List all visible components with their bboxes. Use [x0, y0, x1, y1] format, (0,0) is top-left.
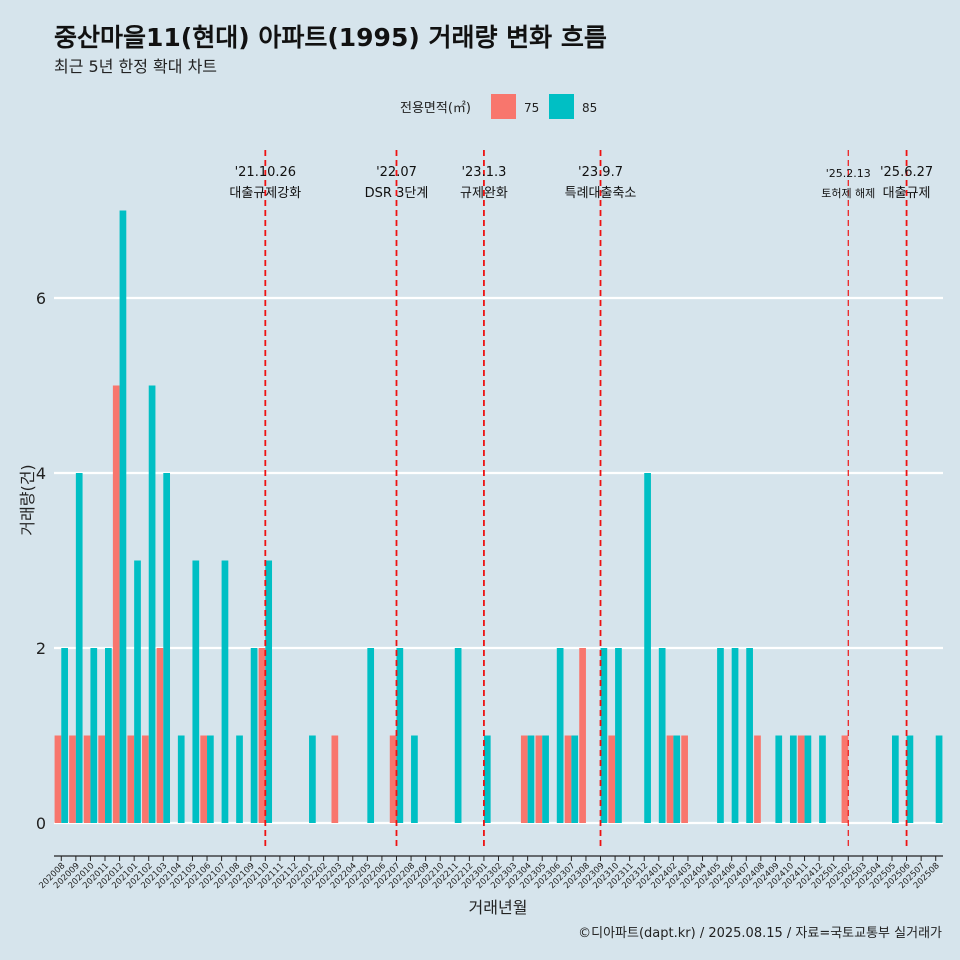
bar-75-202106	[200, 735, 208, 823]
bar-85-202301	[483, 735, 491, 823]
bar-85-202108	[236, 735, 243, 823]
legend-swatch-75	[491, 94, 516, 119]
legend-title: 전용면적(㎡)	[400, 101, 471, 116]
bar-75-202403	[681, 735, 688, 823]
y-tick-label: 4	[36, 464, 46, 483]
bar-85-202106	[207, 735, 214, 823]
event-label: 특례대출축소	[565, 186, 637, 201]
bar-85-202304	[527, 735, 535, 823]
bar-85-202405	[717, 648, 724, 823]
legend-swatch-85	[549, 94, 574, 119]
bar-75-202008	[54, 735, 62, 823]
bar-75-202207	[389, 735, 397, 823]
event-label: 토허제 해제	[821, 186, 875, 200]
bar-75-202110	[258, 648, 266, 823]
bar-75-202310	[608, 735, 616, 823]
legend: 전용면적(㎡) 75 85	[400, 94, 597, 119]
bar-75-202102	[142, 735, 149, 823]
bar-85-202310	[615, 648, 622, 823]
event-date: '22.07	[376, 165, 417, 180]
bar-85-202402	[673, 735, 681, 823]
y-tick-label: 2	[36, 639, 46, 658]
bar-75-202010	[83, 735, 91, 823]
bar-85-202412	[819, 735, 826, 823]
bar-75-202402	[666, 735, 674, 823]
bar-85-202109	[250, 648, 258, 823]
bar-85-202201	[309, 735, 316, 823]
bar-75-202411	[797, 735, 805, 823]
bar-85-202008	[61, 648, 68, 823]
bar-85-202101	[134, 560, 141, 823]
bar-75-202502	[841, 735, 849, 823]
bar-75-202101	[127, 735, 135, 823]
bar-85-202211	[454, 648, 462, 823]
bar-85-202011	[105, 648, 112, 823]
event-label: DSR 3단계	[365, 186, 429, 201]
x-axis-title: 거래년월	[469, 898, 528, 917]
bar-85-202103	[163, 473, 171, 823]
bar-85-202312	[644, 473, 651, 823]
bar-75-202305	[535, 735, 543, 823]
bar-85-202104	[177, 735, 185, 823]
bar-85-202506	[906, 735, 914, 823]
y-axis: 0 2 4 6	[36, 289, 46, 833]
bar-75-202012	[112, 385, 120, 823]
bar-85-202208	[411, 735, 418, 823]
y-tick-label: 6	[36, 289, 46, 308]
bar-85-202207	[396, 648, 404, 823]
event-date: '23.1.3	[461, 165, 506, 180]
x-axis: 2020082020092020102020112020122021012021…	[37, 855, 943, 891]
bar-75-202308	[579, 648, 586, 823]
event-date: '23.9.7	[578, 165, 623, 180]
bar-85-202410	[789, 735, 797, 823]
event-markers: '21.10.26 대출규제강화 '22.07 DSR 3단계 '23.1.3 규제완화 '…	[229, 150, 933, 850]
chart-title: 중산마을11(현대) 아파트(1995) 거래량 변화 흐름	[54, 23, 607, 52]
bar-85-202305	[542, 735, 549, 823]
bar-85-202110	[265, 560, 273, 823]
y-axis-title: 거래량(건)	[18, 464, 37, 535]
bar-75-202009	[69, 735, 76, 823]
bar-85-202508	[935, 735, 943, 823]
bar-75-202408	[754, 735, 761, 823]
event-label: 대출규제	[883, 186, 931, 201]
bar-85-202309	[600, 648, 608, 823]
bar-85-202010	[90, 648, 98, 823]
bar-85-202407	[746, 648, 753, 823]
bar-85-202307	[571, 735, 579, 823]
event-label: 규제완화	[460, 186, 508, 201]
bars	[54, 210, 943, 823]
event-date: '25.6.27	[880, 165, 933, 180]
bar-85-202401	[658, 648, 666, 823]
bar-85-202406	[731, 648, 739, 823]
bar-75-202304	[520, 735, 528, 823]
bar-85-202102	[148, 385, 156, 823]
bar-75-202011	[98, 735, 106, 823]
event-date: '21.10.26	[235, 165, 296, 180]
bar-75-202203	[331, 735, 339, 823]
bar-85-202409	[775, 735, 783, 823]
bar-75-202307	[564, 735, 572, 823]
bar-75-202103	[156, 648, 164, 823]
chart-subtitle: 최근 5년 한정 확대 차트	[54, 57, 218, 76]
bar-85-202107	[221, 560, 229, 823]
bar-85-202205	[367, 648, 375, 823]
bar-85-202306	[556, 648, 564, 823]
bar-85-202012	[119, 210, 127, 823]
bar-85-202009	[75, 473, 83, 823]
source-caption: ©디아파트(dapt.kr) / 2025.08.15 / 자료=국토교통부 실…	[578, 926, 942, 941]
bar-85-202505	[891, 735, 899, 823]
event-label: 대출규제강화	[229, 186, 301, 201]
legend-label-85: 85	[582, 101, 597, 115]
bar-85-202105	[192, 560, 200, 823]
bar-85-202411	[804, 735, 812, 823]
legend-label-75: 75	[524, 101, 539, 115]
y-tick-label: 0	[36, 814, 46, 833]
event-date: '25.2.13	[826, 167, 871, 180]
